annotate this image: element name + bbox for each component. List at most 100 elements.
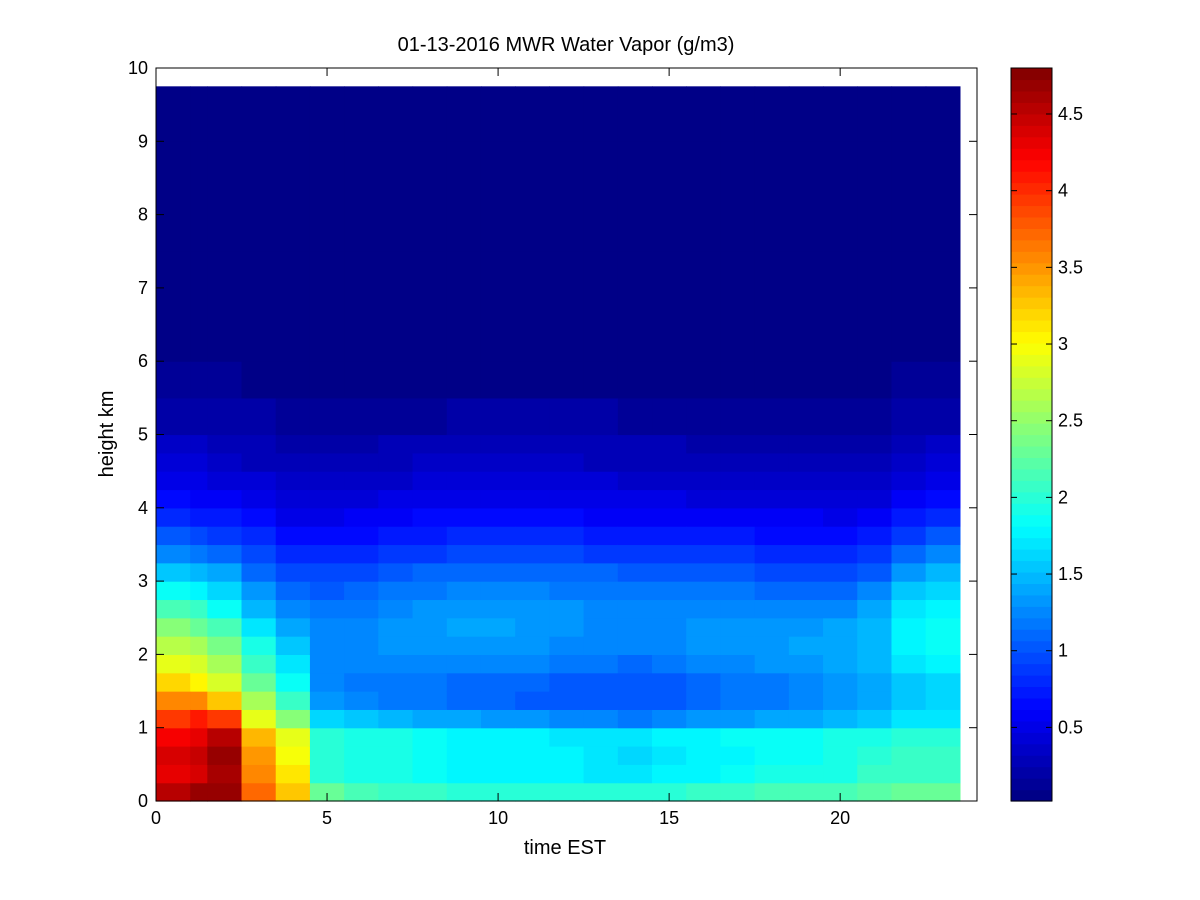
colorbar-band [1011,365,1052,378]
heatmap-cell [754,526,790,546]
heatmap-cell [617,709,653,729]
heatmap-cell [617,617,653,637]
heatmap-cell [446,507,482,527]
y-tick-label: 2 [138,644,148,664]
heatmap-cell [275,562,311,582]
heatmap-cell [275,434,311,454]
heatmap-cell [480,86,516,106]
heatmap-cell [190,709,208,729]
heatmap-cell [686,507,722,527]
heatmap-cell [515,764,550,784]
heatmap-cell [754,764,790,784]
heatmap-cell [925,361,961,399]
heatmap-cell [207,691,243,710]
heatmap-cell [788,617,824,637]
colorbar-band [1011,136,1052,149]
heatmap-cell [207,214,243,252]
heatmap-cell [446,746,482,765]
heatmap-cell [925,452,961,472]
heatmap-cell [275,599,311,619]
heatmap-cell [788,452,824,472]
heatmap-cell [241,324,277,362]
heatmap-cell [207,434,243,454]
heatmap-cell [686,141,722,179]
heatmap-cell [515,397,550,436]
heatmap-cell [652,636,687,655]
heatmap-cell [617,434,653,454]
heatmap-cell [207,764,243,784]
heatmap-cell [652,489,687,509]
heatmap-cell [652,434,687,454]
heatmap-cell [720,397,756,436]
heatmap-cell [583,526,619,546]
heatmap-cell [686,581,722,601]
heatmap-cell [344,672,379,692]
heatmap-cell [190,599,208,619]
colorbar-band [1011,434,1052,447]
heatmap-cell [754,562,790,582]
heatmap-cell [309,636,345,655]
heatmap-cell [549,727,585,747]
heatmap-cell [241,727,277,747]
heatmap-cell [823,764,858,784]
heatmap-cell [617,489,653,509]
heatmap-cell [241,746,277,765]
heatmap-cell [754,727,790,747]
heatmap-cell [891,672,927,692]
colorbar-tick-label: 2 [1058,487,1068,507]
heatmap-cell [480,526,516,546]
heatmap-cell [275,397,311,436]
heatmap-cell [344,764,379,784]
heatmap [156,86,961,802]
heatmap-cell [686,214,722,252]
heatmap-cell [309,782,345,802]
heatmap-cell [344,141,379,179]
heatmap-cell [652,104,687,142]
heatmap-cell [686,764,722,784]
heatmap-cell [344,746,379,765]
heatmap-cell [207,452,243,472]
heatmap-cell [207,287,243,326]
heatmap-cell [241,672,277,692]
heatmap-cell [241,361,277,399]
heatmap-cell [156,177,191,216]
heatmap-cell [241,581,277,601]
colorbar-tick-label: 3 [1058,334,1068,354]
heatmap-cell [190,526,208,546]
heatmap-cell [156,361,191,399]
heatmap-cell [857,287,893,326]
heatmap-cell [344,251,379,289]
heatmap-cell [207,654,243,674]
heatmap-cell [207,544,243,564]
colorbar-band [1011,182,1052,195]
heatmap-cell [857,104,893,142]
heatmap-cell [207,727,243,747]
colorbar-axis: 0.5 1 1.5 2 2.5 3 3.5 4 4.5 [1011,104,1083,737]
heatmap-cell [652,764,687,784]
heatmap-cell [857,599,893,619]
heatmap-cell [617,141,653,179]
heatmap-cell [857,746,893,765]
heatmap-cell [515,434,550,454]
colorbar-band [1011,594,1052,607]
heatmap-cell [156,251,191,289]
heatmap-cell [190,562,208,582]
heatmap-cell [823,727,858,747]
heatmap-cell [207,324,243,362]
colorbar-band [1011,652,1052,665]
x-tick-label: 10 [488,808,508,828]
heatmap-cell [549,141,585,179]
heatmap-cell [309,581,345,601]
heatmap-cell [788,636,824,655]
heatmap-cell [720,782,756,802]
heatmap-cell [275,526,311,546]
heatmap-cell [720,177,756,216]
heatmap-cell [156,507,191,527]
heatmap-cell [412,251,448,289]
heatmap-cell [823,452,858,472]
heatmap-cell [754,287,790,326]
heatmap-cell [720,709,756,729]
heatmap-cell [652,324,687,362]
heatmap-cell [207,361,243,399]
heatmap-cell [857,691,893,710]
